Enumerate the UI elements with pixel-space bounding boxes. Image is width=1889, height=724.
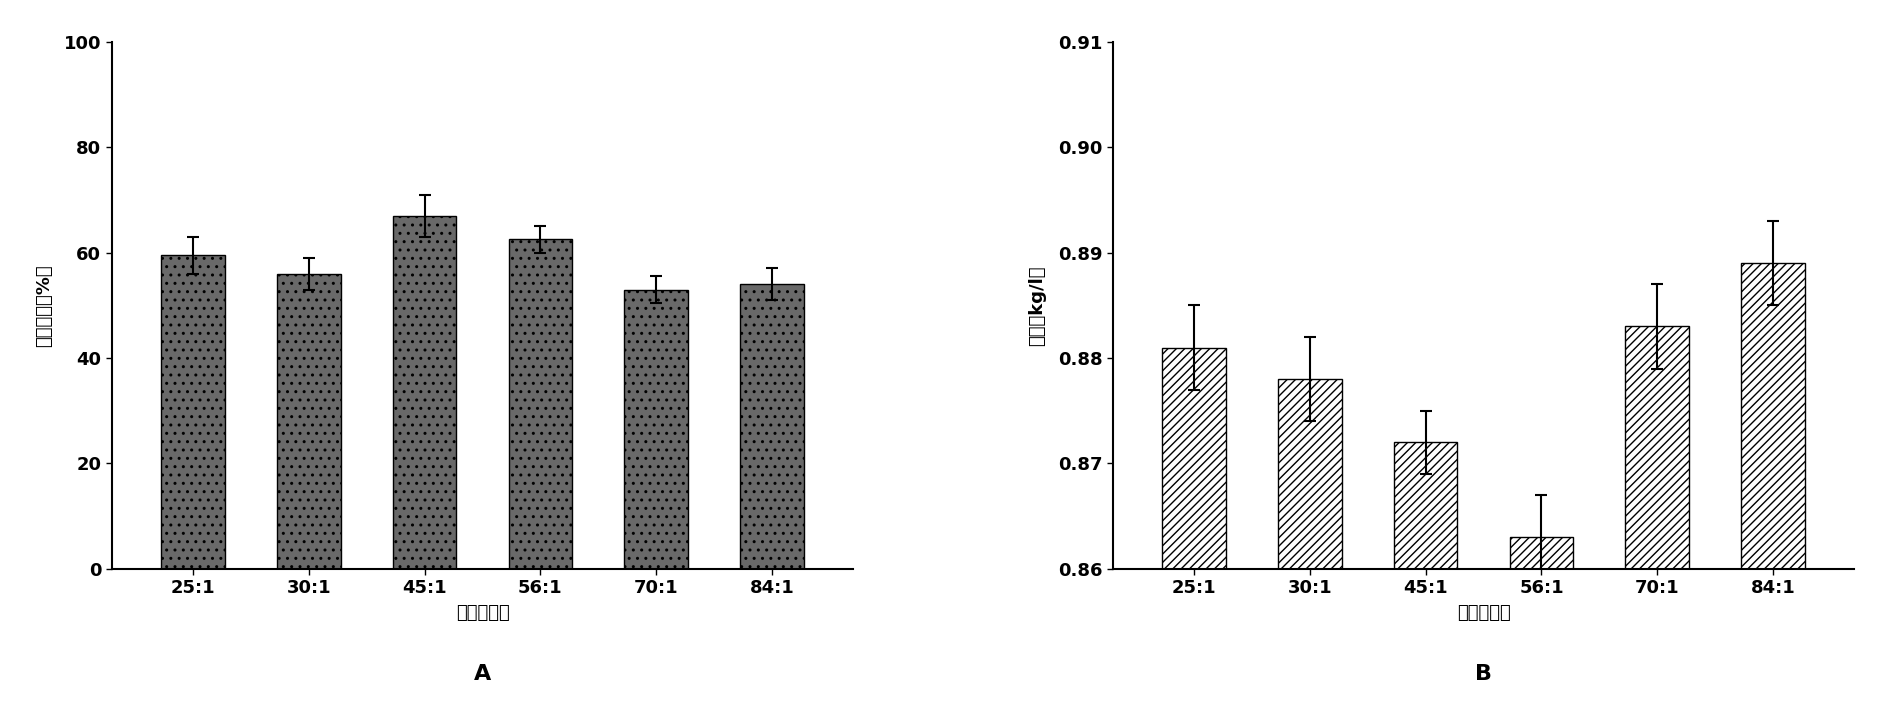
Bar [740,285,805,569]
Bar [508,240,572,569]
Text: A: A [474,664,491,684]
X-axis label: 酔油摩尔比: 酔油摩尔比 [1456,605,1511,623]
Bar [393,216,457,569]
Bar [1162,348,1226,724]
X-axis label: 酔油摩尔比: 酔油摩尔比 [455,605,510,623]
Bar [1742,263,1806,724]
Y-axis label: 生物柴油（%）: 生物柴油（%） [34,264,53,347]
Bar [1394,442,1458,724]
Bar [1277,379,1341,724]
Bar [278,274,340,569]
Bar [1625,327,1689,724]
Y-axis label: 密度（kg/l）: 密度（kg/l） [1030,265,1047,345]
Bar [625,290,688,569]
Bar [1509,537,1574,724]
Bar [161,256,225,569]
Text: B: B [1475,664,1492,684]
